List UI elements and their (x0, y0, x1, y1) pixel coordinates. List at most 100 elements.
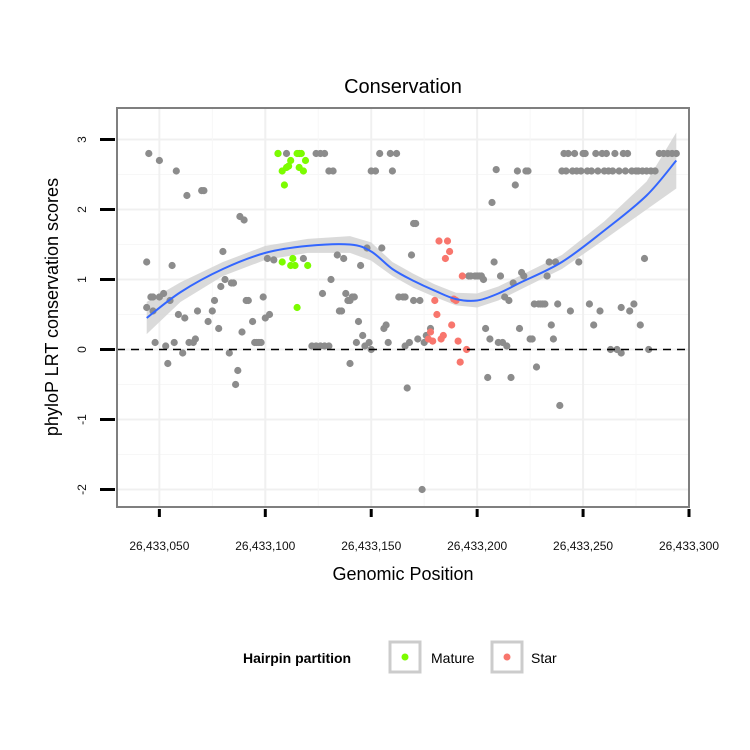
y-axis: -2 -1 0 1 2 3 (75, 136, 115, 495)
point-mature (278, 258, 286, 266)
point-other (259, 293, 267, 301)
point-mature (304, 261, 312, 270)
point-star (446, 247, 454, 256)
x-axis: 26,433,050 26,433,100 26,433,150 26,433,200… (129, 509, 719, 553)
point-mature (289, 254, 297, 263)
y-tick-label: 2 (75, 206, 89, 213)
point-star (448, 321, 456, 329)
point-other (505, 296, 513, 305)
point-other (342, 289, 350, 298)
point-other (149, 293, 157, 301)
point-other (249, 317, 257, 326)
legend-key-box (490, 640, 524, 674)
point-other (244, 296, 252, 305)
point-star (426, 328, 435, 336)
point-other (210, 296, 219, 305)
point-other (382, 321, 390, 329)
point-other (645, 345, 653, 354)
point-other (263, 254, 271, 263)
point-other (219, 247, 227, 256)
legend-entry-mature: Mature (388, 640, 475, 674)
point-star (435, 237, 443, 245)
point-other (350, 293, 358, 301)
x-axis-title: Genomic Position (332, 564, 473, 584)
point-other (318, 289, 327, 298)
point-other (200, 187, 208, 195)
y-tick-label: 0 (75, 346, 89, 353)
point-other (168, 261, 176, 270)
point-other (575, 258, 583, 266)
point-mature (287, 156, 295, 165)
point-other (155, 156, 163, 165)
x-tick-label: 26,433,250 (553, 539, 613, 553)
point-other (486, 335, 494, 343)
point-other (208, 307, 216, 315)
point-other (183, 191, 191, 200)
point-other (594, 167, 602, 175)
point-other (338, 307, 346, 315)
point-other (543, 272, 551, 280)
point-other (562, 167, 570, 175)
point-other (528, 335, 536, 343)
point-other (359, 331, 367, 340)
point-other (410, 296, 418, 305)
legend-label-star: Star (531, 650, 557, 666)
point-star (443, 237, 452, 245)
point-other (403, 384, 411, 392)
point-other (270, 256, 278, 264)
point-other (151, 338, 159, 347)
point-other (149, 307, 157, 315)
point-other (621, 167, 630, 175)
plot-border (116, 107, 690, 508)
point-other (191, 335, 199, 343)
point-other (416, 296, 424, 305)
y-tick-label: -2 (75, 484, 89, 495)
point-other (229, 279, 238, 287)
point-other (545, 258, 553, 266)
point-star (441, 254, 449, 263)
point-other (492, 166, 500, 174)
point-other (609, 167, 617, 175)
point-other (520, 272, 528, 280)
point-other (507, 373, 515, 382)
point-other (581, 149, 589, 158)
point-other (371, 167, 380, 175)
point-other (564, 149, 572, 158)
point-other (617, 303, 625, 312)
point-other (329, 167, 337, 175)
point-other (511, 181, 519, 189)
point-other (571, 149, 579, 158)
point-other (162, 342, 170, 350)
y-tick-label: -1 (75, 414, 89, 425)
point-other (299, 254, 307, 263)
point-other (354, 317, 363, 326)
point-star (454, 337, 462, 345)
point-other (179, 349, 187, 357)
point-other (238, 328, 246, 336)
point-other (145, 149, 153, 158)
point-other (172, 167, 180, 175)
point-other (482, 324, 490, 333)
point-other (596, 307, 604, 315)
point-other (221, 275, 229, 284)
point-other (602, 149, 611, 158)
point-other (556, 401, 564, 410)
point-other (405, 338, 413, 347)
point-star (463, 345, 471, 354)
point-other (174, 310, 182, 319)
point-other (346, 359, 354, 368)
point-other (554, 300, 562, 308)
y-tick-label: 1 (75, 276, 89, 283)
point-other (181, 314, 189, 322)
point-other (532, 363, 541, 371)
point-other (515, 324, 524, 333)
point-mature (285, 162, 293, 170)
point-other (566, 307, 575, 315)
point-other (401, 293, 409, 301)
point-other (615, 167, 623, 175)
point-other (640, 254, 649, 263)
point-other (340, 254, 348, 263)
point-other (352, 338, 360, 347)
point-other (234, 366, 242, 375)
